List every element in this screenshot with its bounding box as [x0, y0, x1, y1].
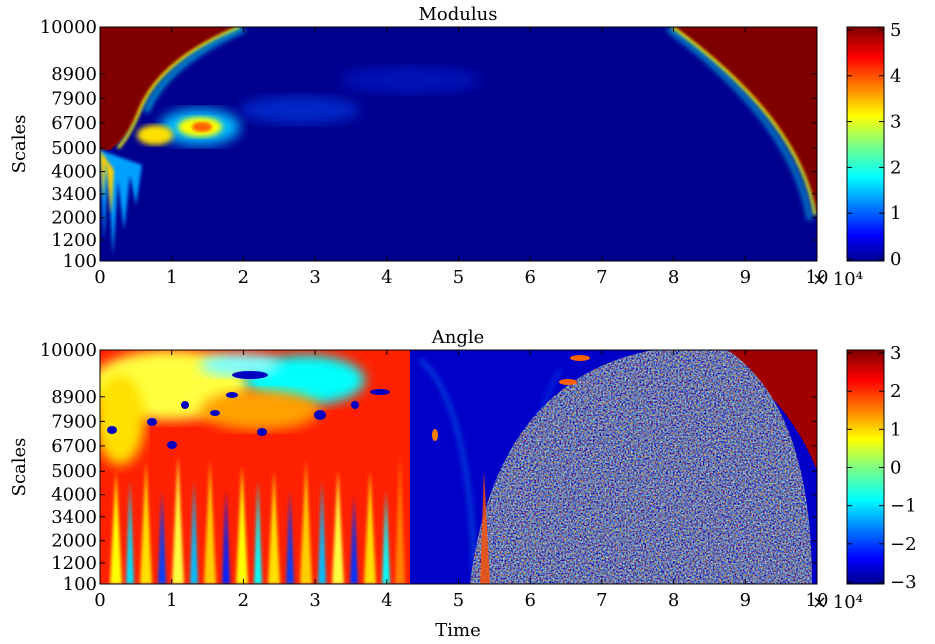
y-tick-label: 3400 [51, 507, 97, 528]
angle-x-ticks: 0 1 2 3 4 5 6 7 8 9 10 [94, 350, 828, 611]
y-tick-label: 8900 [51, 387, 97, 408]
y-tick-label: 6700 [51, 113, 97, 134]
colorbar-tick-label: 0 [890, 458, 901, 479]
modulus-background [100, 27, 817, 261]
modulus-left-arc [116, 27, 241, 150]
modulus-right-region [672, 27, 817, 215]
modulus-left-spikes-hot [100, 150, 114, 215]
x-tick-label: 6 [524, 590, 535, 611]
x-tick-label: 5 [453, 267, 464, 288]
x-tick-label: 7 [596, 590, 607, 611]
y-tick-label: 4000 [51, 485, 97, 506]
y-tick-label: 1200 [51, 230, 97, 251]
y-tick-label: 7900 [51, 411, 97, 432]
modulus-haze [240, 96, 360, 124]
colorbar-tick-label: 2 [890, 381, 901, 402]
x-tick-label: 2 [238, 267, 249, 288]
modulus-haze-2 [340, 66, 480, 94]
modulus-blob-left [137, 125, 173, 145]
angle-streaks [110, 455, 405, 584]
x-tick-label: 8 [668, 590, 679, 611]
angle-colorbar [846, 349, 885, 585]
x-tick-label: 10 [806, 590, 829, 611]
x-tick-label: 1 [166, 267, 177, 288]
colorbar-tick-label: −3 [890, 572, 917, 593]
angle-heatmap [100, 350, 817, 584]
x-tick-label: 9 [740, 590, 751, 611]
modulus-title: Modulus [419, 4, 498, 25]
angle-right-region [700, 350, 817, 470]
colorbar-tick-label: 3 [890, 112, 901, 133]
modulus-x-ticks: 0 1 2 3 4 5 6 7 8 9 10 [94, 27, 828, 288]
y-tick-label: 2000 [51, 531, 97, 552]
angle-cyan-patch-2 [200, 353, 280, 377]
x-tick-label: 7 [596, 267, 607, 288]
x-tick-label: 2 [238, 590, 249, 611]
y-tick-label: 100 [63, 574, 97, 595]
y-tick-label: 10000 [40, 340, 97, 361]
y-tick-label: 6700 [51, 436, 97, 457]
modulus-left-arc-glow [143, 27, 246, 113]
angle-left-arc [419, 358, 477, 584]
angle-mark-3 [432, 429, 438, 441]
angle-noise-streak [480, 470, 490, 584]
x-tick-label: 3 [309, 590, 320, 611]
colorbar-tick-label: 1 [890, 419, 901, 440]
colorbar-tick-label: 5 [890, 20, 901, 41]
angle-x-multiplier: × 10⁴ [812, 592, 863, 613]
angle-y-label: Scales [9, 438, 30, 497]
y-tick-label: 8900 [51, 64, 97, 85]
modulus-x-multiplier: × 10⁴ [812, 269, 863, 290]
angle-mark-1 [570, 355, 590, 361]
angle-yellow-patch-2 [100, 375, 145, 465]
y-tick-label: 100 [63, 251, 97, 272]
x-tick-label: 4 [381, 267, 392, 288]
colorbar-tick-label: 3 [890, 343, 901, 364]
y-tick-label: 3400 [51, 184, 97, 205]
x-tick-label: 5 [453, 590, 464, 611]
y-tick-label: 1200 [51, 553, 97, 574]
colorbar-tick-label: 4 [890, 66, 901, 87]
x-tick-label: 0 [94, 267, 105, 288]
y-tick-label: 5000 [51, 461, 97, 482]
colorbar-tick-label: 1 [890, 203, 901, 224]
x-tick-label: 1 [166, 590, 177, 611]
x-tick-label: 10 [806, 267, 829, 288]
x-tick-label: 6 [524, 267, 535, 288]
angle-x-label: Time [435, 620, 480, 641]
y-tick-label: 2000 [51, 208, 97, 229]
x-tick-label: 3 [309, 267, 320, 288]
x-tick-label: 4 [381, 590, 392, 611]
x-tick-label: 0 [94, 590, 105, 611]
modulus-right-arc [671, 27, 817, 216]
x-tick-label: 9 [740, 267, 751, 288]
colorbar-tick-label: 0 [890, 249, 901, 270]
angle-title: Angle [431, 327, 485, 348]
angle-orange-patch [200, 390, 320, 430]
colorbar-tick-label: 2 [890, 157, 901, 178]
angle-vortices [107, 371, 390, 449]
y-tick-label: 10000 [40, 17, 97, 38]
angle-colorbar-ticks: −3 −2 −1 0 1 2 3 [847, 343, 917, 593]
y-tick-label: 7900 [51, 88, 97, 109]
modulus-y-label: Scales [9, 115, 30, 174]
y-tick-label: 4000 [51, 162, 97, 183]
x-tick-label: 8 [668, 267, 679, 288]
angle-mark-2 [559, 379, 577, 385]
modulus-heatmap [100, 27, 817, 261]
colorbar-tick-label: −2 [890, 534, 917, 555]
modulus-colorbar [846, 26, 885, 262]
modulus-colorbar-ticks: 0 1 2 3 4 5 [847, 20, 901, 270]
angle-panel: Angle [9, 327, 917, 641]
modulus-blob-core [192, 122, 212, 132]
colorbar-tick-label: −1 [890, 496, 917, 517]
y-tick-label: 5000 [51, 138, 97, 159]
modulus-right-arc-glow [666, 27, 812, 221]
